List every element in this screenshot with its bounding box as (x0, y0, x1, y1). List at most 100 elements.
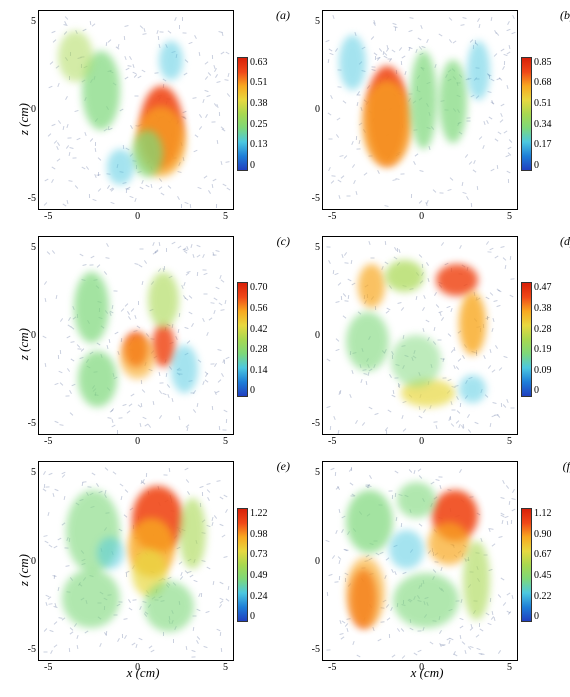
colorbar-tick: 0.38 (250, 98, 268, 109)
field-region (385, 260, 424, 292)
x-tick: 0 (419, 436, 424, 447)
colorbar-ticks: 0.850.680.510.340.170 (534, 57, 552, 171)
colorbar-tick: 0.13 (250, 139, 268, 150)
x-ticks: -505 (322, 210, 518, 228)
colorbar-tick: 0 (250, 385, 268, 396)
colorbar-tick: 0.98 (250, 529, 268, 540)
x-axis-label: x (cm) (127, 665, 160, 681)
y-tick: 5 (315, 467, 320, 478)
y-axis: 50-5 (294, 10, 322, 228)
colorbar: 1.220.980.730.490.240 (234, 461, 276, 679)
field-region (358, 264, 385, 307)
panel-c: z (cm)50-5(c)-5050.700.560.420.280.140 (10, 236, 276, 454)
x-tick: 5 (223, 662, 228, 673)
x-ticks: -505 (38, 435, 234, 453)
x-tick: 5 (223, 436, 228, 447)
field-region (393, 573, 459, 628)
panel-label: (c) (277, 234, 290, 249)
y-tick: 5 (315, 242, 320, 253)
colorbar-tick: 0 (534, 160, 552, 171)
colorbar-tick: 0.47 (534, 282, 552, 293)
field-region (62, 569, 120, 628)
y-tick: 0 (315, 556, 320, 567)
y-tick: 0 (315, 330, 320, 341)
plot-wrap: (f)-505x (cm) (322, 461, 518, 679)
x-tick: 5 (507, 211, 512, 222)
panel-a: z (cm)50-5(a)-5050.630.510.380.250.130 (10, 10, 276, 228)
plot-wrap: (d)-505 (322, 236, 518, 454)
field-region (179, 498, 206, 569)
plot-area (322, 10, 518, 210)
colorbar-tick: 0.51 (250, 77, 268, 88)
colorbar-tick: 0.67 (534, 549, 552, 560)
plot-wrap: (e)-505x (cm) (38, 461, 234, 679)
x-tick: 5 (507, 662, 512, 673)
colorbar-tick: 0 (250, 611, 268, 622)
colorbar-tick: 0.51 (534, 98, 552, 109)
field-region (439, 60, 466, 143)
field-region (463, 541, 490, 620)
y-tick: 5 (31, 467, 36, 478)
colorbar: 0.630.510.380.250.130 (234, 10, 276, 228)
x-tick: -5 (44, 436, 52, 447)
field-region (410, 51, 437, 150)
colorbar-tick: 0.09 (534, 365, 552, 376)
panel-label: (b) (560, 8, 570, 23)
colorbar: 0.700.560.420.280.140 (234, 236, 276, 454)
colorbar-tick: 0.42 (250, 324, 268, 335)
panel-f: 50-5(f)-505x (cm)1.120.900.670.450.220 (294, 461, 560, 679)
colorbar-tick: 0.22 (534, 591, 552, 602)
field-region (346, 490, 393, 553)
colorbar-tick: 0.90 (534, 529, 552, 540)
colorbar-tick: 0 (534, 385, 552, 396)
x-tick: -5 (328, 662, 336, 673)
y-tick: 0 (31, 556, 36, 567)
x-ticks: -505 (38, 210, 234, 228)
y-tick: 5 (315, 16, 320, 27)
field-region (459, 375, 486, 403)
colorbar-tick: 0.45 (534, 570, 552, 581)
y-ticks: 50-5 (16, 461, 36, 661)
panel-e: z (cm)50-5(e)-505x (cm)1.220.980.730.490… (10, 461, 276, 679)
field-region (120, 335, 155, 378)
y-tick: 5 (31, 16, 36, 27)
colorbar-tick: 0.73 (250, 549, 268, 560)
colorbar-tick: 0.17 (534, 139, 552, 150)
plot-wrap: (a)-505 (38, 10, 234, 228)
field-region (78, 351, 117, 406)
x-tick: -5 (44, 662, 52, 673)
y-tick: -5 (28, 193, 36, 204)
plot-area (38, 461, 234, 661)
colorbar-tick: 0.19 (534, 344, 552, 355)
panel-label: (e) (277, 459, 290, 474)
y-axis: 50-5 (294, 461, 322, 679)
x-tick: 0 (135, 211, 140, 222)
colorbar-tick: 0 (250, 160, 268, 171)
field-region (389, 530, 424, 570)
colorbar: 0.850.680.510.340.170 (518, 10, 560, 228)
field-region (171, 345, 198, 392)
colorbar-tick: 0.70 (250, 282, 268, 293)
field-region (132, 130, 163, 177)
x-axis-label: x (cm) (411, 665, 444, 681)
colorbar-tick: 0.34 (534, 119, 552, 130)
field-region (459, 292, 486, 355)
colorbar-strip (237, 57, 248, 171)
field-region (144, 581, 194, 632)
colorbar-tick: 0.85 (534, 57, 552, 68)
colorbar: 1.120.900.670.450.220 (518, 461, 560, 679)
y-axis: z (cm)50-5 (10, 10, 38, 228)
colorbar-tick: 0.38 (534, 303, 552, 314)
plot-wrap: (b)-505 (322, 10, 518, 228)
colorbar-tick: 0 (534, 611, 552, 622)
field-region (397, 482, 436, 518)
colorbar-tick: 0.25 (250, 119, 268, 130)
plot-area (322, 461, 518, 661)
field-region (362, 80, 412, 167)
field-region (391, 335, 441, 386)
y-tick: 0 (315, 104, 320, 115)
x-tick: 5 (223, 211, 228, 222)
panel-b: 50-5(b)-5050.850.680.510.340.170 (294, 10, 560, 228)
colorbar-strip (521, 282, 532, 396)
x-tick: 5 (507, 436, 512, 447)
